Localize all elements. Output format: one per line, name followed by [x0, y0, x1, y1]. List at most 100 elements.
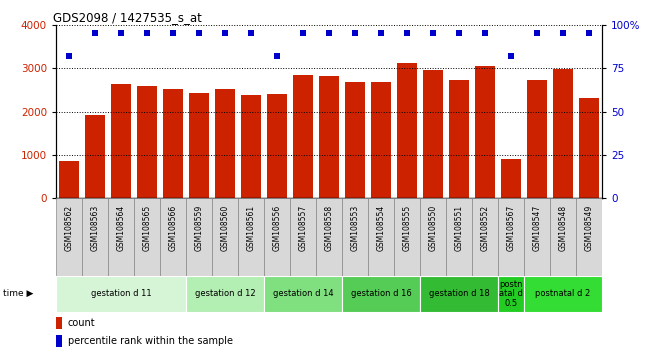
Point — [376, 30, 386, 36]
Bar — [160, 198, 186, 276]
Text: percentile rank within the sample: percentile rank within the sample — [68, 336, 233, 346]
Text: GSM108550: GSM108550 — [428, 205, 438, 251]
Text: GSM108567: GSM108567 — [507, 205, 516, 251]
Text: gestation d 18: gestation d 18 — [428, 289, 490, 298]
Bar — [550, 198, 576, 276]
Text: GSM108564: GSM108564 — [116, 205, 126, 251]
Bar — [215, 88, 235, 198]
Text: GSM108558: GSM108558 — [324, 205, 334, 251]
Bar — [420, 198, 446, 276]
Point — [532, 30, 542, 36]
Text: gestation d 14: gestation d 14 — [272, 289, 334, 298]
Bar — [446, 198, 472, 276]
Bar — [264, 198, 290, 276]
Bar — [449, 80, 468, 198]
Text: GSM108566: GSM108566 — [168, 205, 178, 251]
Point — [168, 30, 178, 36]
Bar — [56, 317, 63, 329]
Bar — [212, 198, 238, 276]
Bar — [498, 276, 524, 312]
Point — [558, 30, 569, 36]
Point — [89, 30, 100, 36]
Bar — [59, 160, 79, 198]
Text: GSM108549: GSM108549 — [584, 205, 594, 251]
Text: GDS2098 / 1427535_s_at: GDS2098 / 1427535_s_at — [53, 11, 202, 24]
Text: gestation d 11: gestation d 11 — [91, 289, 151, 298]
Point — [428, 30, 438, 36]
Bar — [420, 276, 498, 312]
Text: time ▶: time ▶ — [3, 289, 34, 298]
Text: GSM108552: GSM108552 — [480, 205, 490, 251]
Bar — [290, 198, 316, 276]
Text: GSM108548: GSM108548 — [559, 205, 568, 251]
Bar — [319, 75, 339, 198]
Point — [324, 30, 334, 36]
Bar — [498, 198, 524, 276]
Point — [220, 30, 230, 36]
Bar — [397, 63, 417, 198]
Point — [584, 30, 594, 36]
Point — [506, 53, 517, 59]
Bar — [524, 276, 602, 312]
Bar — [267, 94, 287, 198]
Text: gestation d 16: gestation d 16 — [351, 289, 411, 298]
Text: GSM108563: GSM108563 — [90, 205, 99, 251]
Point — [402, 30, 413, 36]
Bar — [472, 198, 498, 276]
Bar — [316, 198, 342, 276]
Bar — [138, 86, 157, 198]
Point — [480, 30, 490, 36]
Point — [116, 30, 126, 36]
Text: GSM108554: GSM108554 — [376, 205, 386, 251]
Text: GSM108560: GSM108560 — [220, 205, 230, 251]
Bar — [293, 75, 313, 198]
Bar — [186, 276, 264, 312]
Text: GSM108565: GSM108565 — [142, 205, 151, 251]
Bar — [264, 276, 342, 312]
Text: GSM108547: GSM108547 — [532, 205, 542, 251]
Bar — [368, 198, 394, 276]
Text: GSM108559: GSM108559 — [195, 205, 203, 251]
Bar — [186, 198, 212, 276]
Text: GSM108562: GSM108562 — [64, 205, 74, 251]
Point — [64, 53, 74, 59]
Text: GSM108551: GSM108551 — [455, 205, 463, 251]
Point — [454, 30, 465, 36]
Point — [141, 30, 152, 36]
Text: GSM108556: GSM108556 — [272, 205, 282, 251]
Bar — [527, 80, 547, 198]
Text: gestation d 12: gestation d 12 — [195, 289, 255, 298]
Bar — [371, 82, 391, 198]
Text: postn
atal d
0.5: postn atal d 0.5 — [499, 280, 523, 308]
Bar — [111, 84, 131, 198]
Bar — [524, 198, 550, 276]
Text: GSM108561: GSM108561 — [247, 205, 255, 251]
Bar — [82, 198, 108, 276]
Bar — [108, 198, 134, 276]
Bar — [501, 159, 520, 198]
Bar — [579, 98, 599, 198]
Bar — [190, 93, 209, 198]
Bar — [56, 276, 186, 312]
Bar — [163, 90, 183, 198]
Point — [193, 30, 204, 36]
Bar — [394, 198, 420, 276]
Point — [272, 53, 282, 59]
Point — [297, 30, 308, 36]
Bar — [475, 65, 495, 198]
Bar — [241, 96, 261, 198]
Bar — [56, 198, 82, 276]
Bar — [342, 198, 368, 276]
Point — [350, 30, 361, 36]
Bar — [345, 82, 365, 198]
Text: postnatal d 2: postnatal d 2 — [536, 289, 591, 298]
Bar — [238, 198, 264, 276]
Text: count: count — [68, 318, 95, 328]
Text: GSM108553: GSM108553 — [351, 205, 359, 251]
Point — [245, 30, 256, 36]
Bar — [342, 276, 420, 312]
Bar — [85, 115, 105, 198]
Text: GSM108555: GSM108555 — [403, 205, 411, 251]
Bar — [56, 335, 63, 347]
Bar — [423, 70, 443, 198]
